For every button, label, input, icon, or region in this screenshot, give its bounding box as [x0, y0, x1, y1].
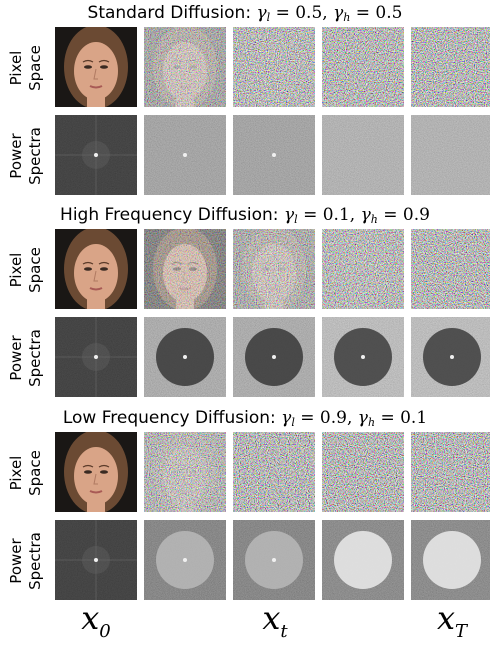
spectrum-tile-standard-0 [55, 115, 137, 195]
pixel-tile-high-0 [55, 229, 137, 309]
gamma-h-value: 0.9 [402, 205, 430, 225]
gamma-l-value: 0.5 [295, 3, 323, 23]
pixel-tile-high-2 [233, 229, 315, 309]
spectrum-tile-standard-3 [322, 115, 404, 195]
gamma-formula: γl = 0.5, γh = 0.5 [256, 3, 403, 24]
pixel-tile-low-2 [233, 432, 315, 512]
section-name: High Frequency Diffusion: [60, 205, 279, 225]
column-label-xT: xT [436, 599, 468, 642]
spectrum-tile-standard-1 [144, 115, 226, 195]
spectrum-tile-high-0 [55, 317, 137, 397]
gamma-l-value: 0.9 [319, 408, 347, 428]
section-title-high: High Frequency Diffusion: γl = 0.1, γh =… [0, 204, 490, 231]
pixel-tile-standard-0 [55, 27, 137, 107]
section-title-standard: Standard Diffusion: γl = 0.5, γh = 0.5 [0, 2, 490, 29]
gamma-h-value: 0.5 [375, 3, 403, 23]
pixel-tile-high-3 [322, 229, 404, 309]
spectrum-tile-low-0 [55, 520, 137, 600]
column-label-x0: x0 [81, 599, 111, 642]
section-name: Low Frequency Diffusion: [62, 408, 276, 428]
row-label-pixel-low: Pixel Space [7, 450, 44, 496]
pixel-tile-low-3 [322, 432, 404, 512]
pixel-tile-high-4 [411, 229, 490, 309]
row-label-power-low: Power Spectra [7, 532, 44, 590]
gamma-h-value: 0.1 [400, 408, 428, 428]
pixel-tile-low-0 [55, 432, 137, 512]
pixel-tile-standard-2 [233, 27, 315, 107]
pixel-tile-high-1 [144, 229, 226, 309]
spectrum-tile-low-4 [411, 520, 490, 600]
spectrum-tile-low-1 [144, 520, 226, 600]
row-label-power-standard: Power Spectra [7, 127, 44, 185]
row-label-pixel-high: Pixel Space [7, 247, 44, 293]
row-label-power-high: Power Spectra [7, 329, 44, 387]
gamma-formula: γl = 0.9, γh = 0.1 [281, 408, 428, 429]
gamma-formula: γl = 0.1, γh = 0.9 [283, 205, 430, 226]
spectrum-tile-high-3 [322, 317, 404, 397]
spectrum-tile-high-4 [411, 317, 490, 397]
column-label-xt: xt [262, 599, 288, 642]
pixel-tile-standard-1 [144, 27, 226, 107]
spectrum-tile-standard-2 [233, 115, 315, 195]
spectrum-tile-high-2 [233, 317, 315, 397]
pixel-tile-standard-3 [322, 27, 404, 107]
gamma-l-value: 0.1 [322, 205, 350, 225]
spectrum-tile-low-3 [322, 520, 404, 600]
spectrum-tile-standard-4 [411, 115, 490, 195]
row-label-pixel-standard: Pixel Space [7, 45, 44, 91]
spectrum-tile-high-1 [144, 317, 226, 397]
pixel-tile-low-4 [411, 432, 490, 512]
spectrum-tile-low-2 [233, 520, 315, 600]
pixel-tile-low-1 [144, 432, 226, 512]
pixel-tile-standard-4 [411, 27, 490, 107]
section-name: Standard Diffusion: [87, 3, 252, 23]
section-title-low: Low Frequency Diffusion: γl = 0.9, γh = … [0, 407, 490, 434]
